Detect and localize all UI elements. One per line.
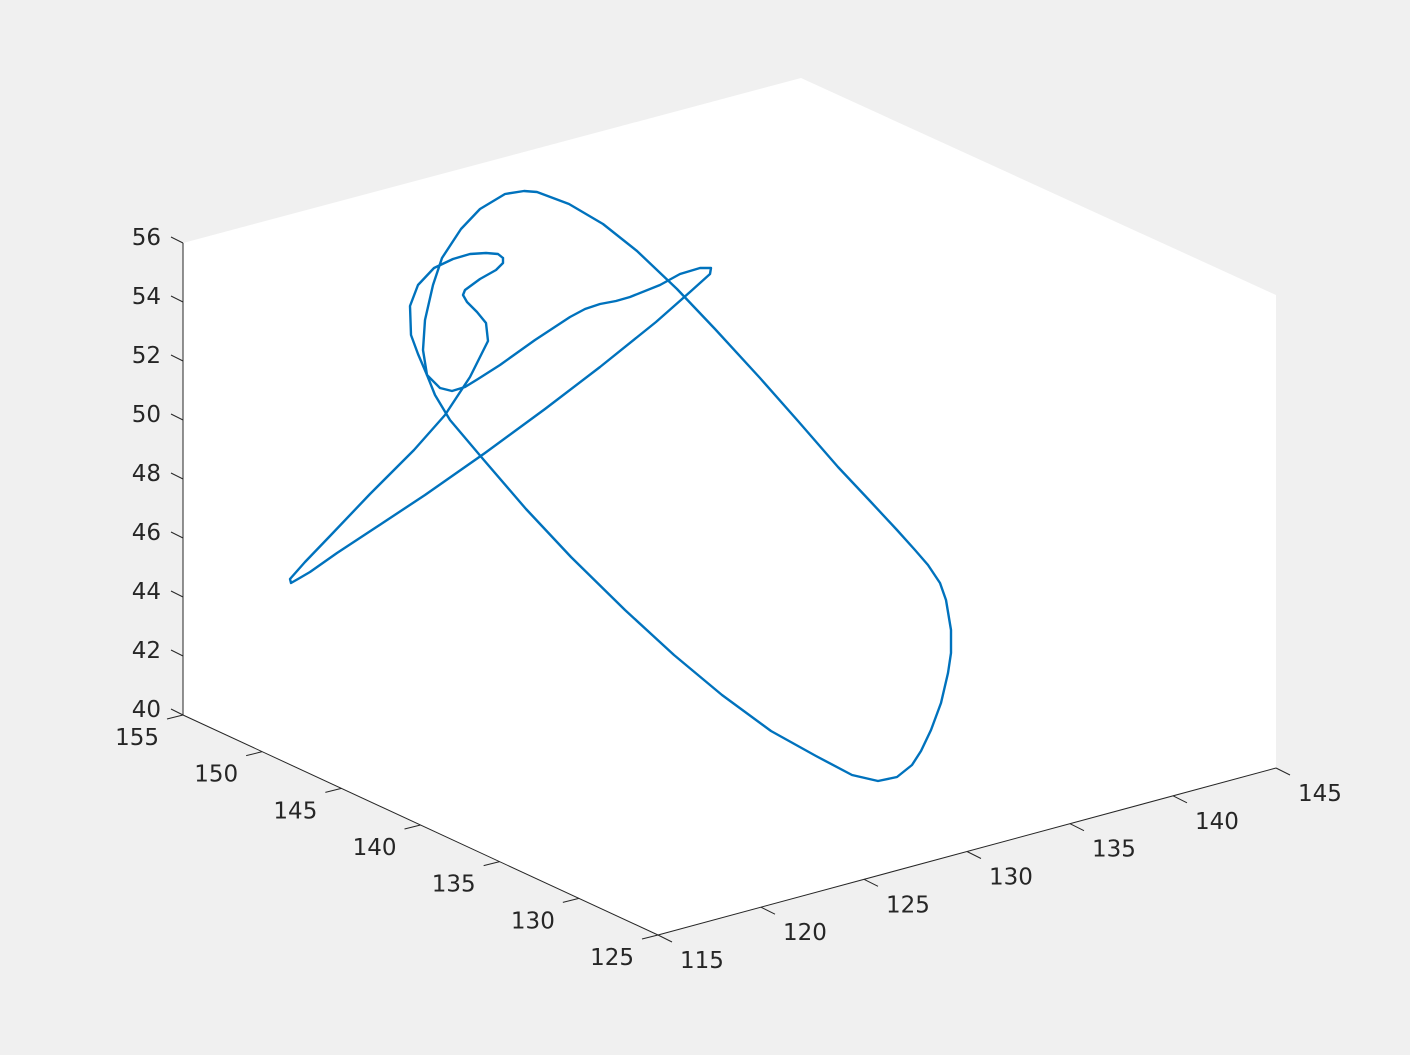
z-tick-label: 44 <box>132 579 161 605</box>
z-tick-mark <box>170 236 184 244</box>
y-tick-mark <box>166 714 184 720</box>
z-tick-mark <box>170 649 184 657</box>
y-tick-label: 145 <box>273 798 317 824</box>
trajectory-series <box>288 189 953 783</box>
x-tick-label: 145 <box>1298 781 1342 807</box>
z-tick-mark <box>170 531 184 539</box>
x-tick-mark <box>1275 767 1291 776</box>
z-tick-label: 56 <box>132 225 161 251</box>
z-tick-mark <box>170 708 184 716</box>
x-tick-label: 120 <box>783 920 827 946</box>
x-tick-label: 130 <box>989 865 1033 891</box>
axes-background <box>183 78 1276 935</box>
z-tick-label: 52 <box>132 343 161 369</box>
z-tick-mark <box>170 590 184 598</box>
z-tick-mark <box>170 354 184 362</box>
x-tick-label: 115 <box>680 948 724 974</box>
z-tick-mark <box>170 472 184 480</box>
x-tick-mark <box>657 934 673 943</box>
x-axis-ticks: 115 120 125 130 135 140 145 <box>657 767 1342 974</box>
z-tick-label: 48 <box>132 461 161 487</box>
z-tick-label: 50 <box>132 402 161 428</box>
x-tick-mark <box>863 878 879 887</box>
x-tick-label: 140 <box>1195 809 1239 835</box>
y-axis-ticks: 125 130 135 140 145 150 155 <box>115 714 659 971</box>
x-tick-mark <box>1172 795 1188 804</box>
trajectory-line-1 <box>288 251 713 585</box>
y-tick-label: 140 <box>353 835 397 861</box>
y-tick-mark <box>641 934 659 940</box>
trajectory-line-2 <box>421 189 953 783</box>
y-tick-label: 130 <box>511 908 555 934</box>
z-axis-ticks: 40 42 44 46 48 50 52 54 56 <box>132 225 184 723</box>
z-tick-label: 42 <box>132 638 161 664</box>
z-tick-mark <box>170 413 184 421</box>
x-tick-label: 125 <box>886 892 930 918</box>
x-tick-mark <box>966 851 982 859</box>
y-tick-label: 150 <box>194 762 238 788</box>
y-tick-label: 125 <box>590 945 634 971</box>
y-tick-label: 155 <box>115 725 159 751</box>
y-tick-mark <box>483 861 500 867</box>
z-tick-label: 54 <box>132 284 161 310</box>
x-tick-label: 135 <box>1092 837 1136 863</box>
x-tick-mark <box>760 906 776 915</box>
y-tick-mark <box>246 751 263 757</box>
y-tick-label: 135 <box>432 872 476 898</box>
z-tick-mark <box>170 295 184 303</box>
x-tick-mark <box>1069 823 1085 832</box>
z-tick-label: 46 <box>132 520 161 546</box>
z-tick-label: 40 <box>132 697 161 723</box>
y-tick-mark <box>562 897 579 903</box>
y-tick-mark <box>325 787 342 793</box>
y-tick-mark <box>404 824 421 830</box>
